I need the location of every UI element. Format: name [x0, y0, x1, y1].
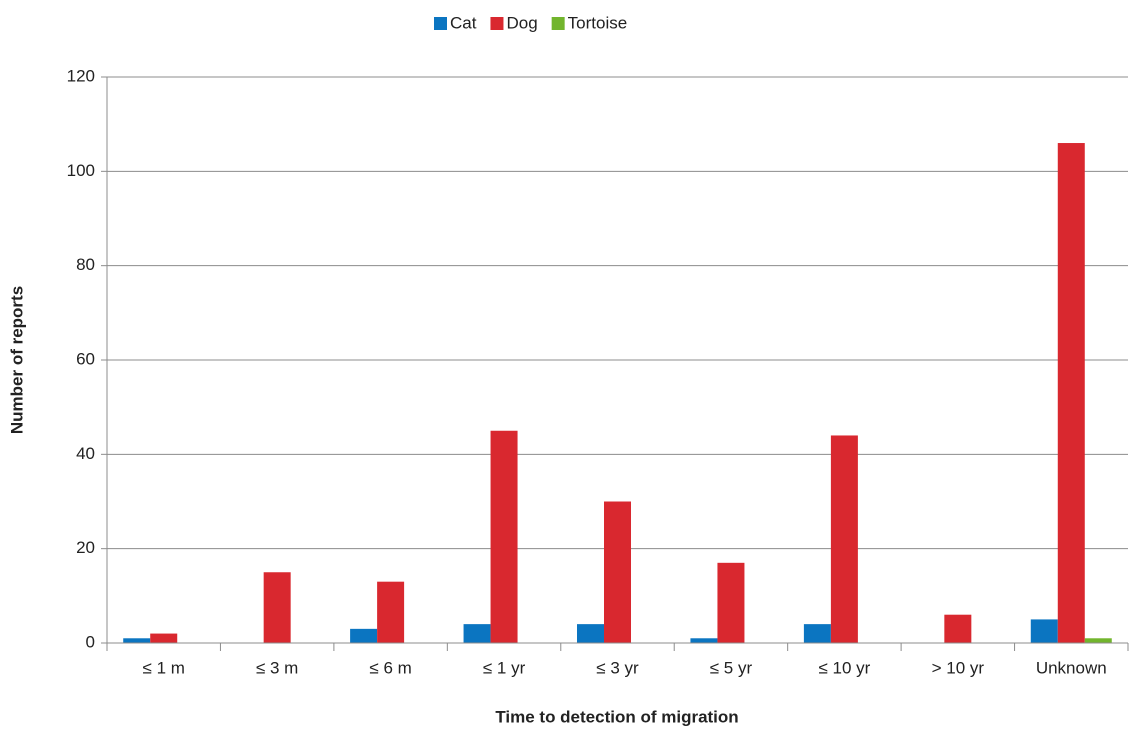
legend-swatch: [490, 17, 504, 30]
bar: [690, 638, 718, 643]
x-tick-label: ≤ 6 m: [369, 658, 411, 677]
y-tick-label: 40: [76, 444, 95, 463]
bar: [123, 638, 151, 643]
bar: [350, 628, 378, 643]
bar: [377, 581, 405, 643]
legend-label: Dog: [506, 13, 537, 32]
legend-label: Tortoise: [568, 13, 628, 32]
legend-label: Cat: [450, 13, 477, 32]
bar: [717, 562, 745, 643]
bar: [1084, 638, 1112, 643]
bar: [263, 572, 291, 643]
x-tick-label: ≤ 3 yr: [596, 658, 639, 677]
x-tick-label: ≤ 5 yr: [710, 658, 753, 677]
bar: [150, 633, 178, 643]
x-tick-label: ≤ 1 yr: [483, 658, 526, 677]
bar: [1030, 619, 1058, 643]
y-axis-title: Number of reports: [7, 286, 26, 434]
legend-swatch: [434, 17, 447, 30]
y-tick-label: 100: [67, 161, 95, 180]
y-tick-label: 0: [86, 632, 95, 651]
y-tick-label: 120: [67, 66, 95, 85]
bar: [490, 430, 518, 643]
bar: [944, 614, 972, 643]
bar: [463, 624, 491, 643]
y-tick-label: 80: [76, 255, 95, 274]
x-axis-title: Time to detection of migration: [495, 707, 738, 726]
bar: [803, 624, 831, 643]
x-tick-label: ≤ 10 yr: [818, 658, 870, 677]
bar: [577, 624, 604, 643]
x-tick-label: ≤ 1 m: [143, 658, 185, 677]
bar: [604, 501, 631, 643]
bar: [830, 435, 858, 643]
bar: [1057, 143, 1085, 644]
y-tick-label: 20: [76, 538, 95, 557]
x-tick-label: > 10 yr: [932, 658, 985, 677]
y-tick-label: 60: [76, 349, 95, 368]
x-tick-label: Unknown: [1036, 658, 1107, 677]
legend-swatch: [551, 17, 565, 30]
x-tick-label: ≤ 3 m: [256, 658, 298, 677]
